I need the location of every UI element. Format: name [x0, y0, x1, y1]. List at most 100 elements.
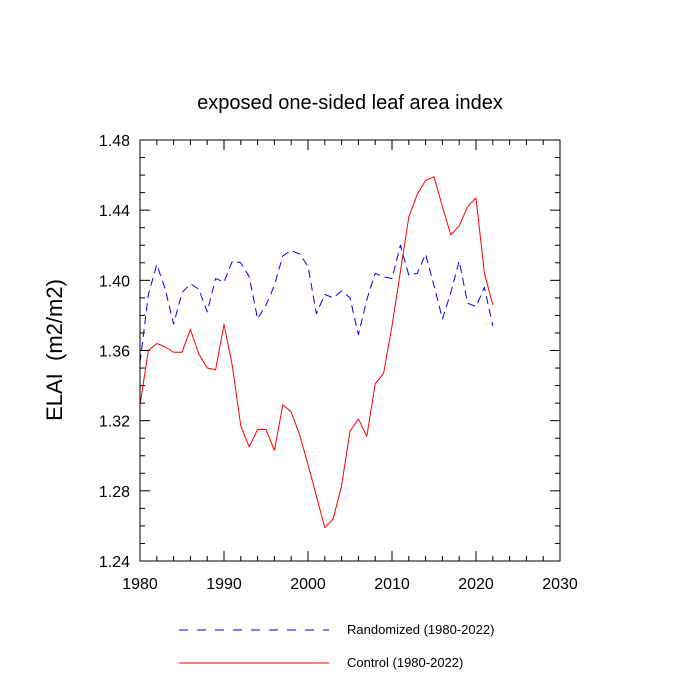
data-point: [375, 273, 376, 274]
axis-ticks: [139, 139, 561, 562]
data-point: [417, 194, 418, 195]
data-point: [265, 304, 266, 305]
legend-label-control: Control (1980-2022): [347, 655, 463, 670]
data-point: [450, 234, 451, 235]
series-lines: [139, 176, 494, 529]
data-point: [425, 253, 426, 254]
legend: Randomized (1980-2022) Control (1980-202…: [179, 622, 494, 670]
data-point: [333, 297, 334, 298]
data-point: [475, 306, 476, 307]
data-point: [433, 176, 434, 177]
data-point: [433, 285, 434, 286]
data-point: [198, 289, 199, 290]
y-tick-label: 1.24: [99, 554, 130, 571]
data-point: [291, 411, 292, 412]
data-point: [249, 276, 250, 277]
data-point: [307, 464, 308, 465]
data-point: [383, 276, 384, 277]
data-point: [223, 281, 224, 282]
data-point: [459, 260, 460, 261]
data-point: [198, 353, 199, 354]
data-point: [442, 206, 443, 207]
data-point: [207, 311, 208, 312]
plot-frame: [139, 139, 561, 562]
data-point: [484, 273, 485, 274]
data-point: [467, 206, 468, 207]
data-point: [366, 436, 367, 437]
data-point: [173, 352, 174, 353]
data-point: [240, 425, 241, 426]
data-point: [316, 495, 317, 496]
y-tick-label: 1.44: [99, 203, 130, 220]
data-point: [358, 418, 359, 419]
legend-label-randomized: Randomized (1980-2022): [347, 622, 494, 637]
x-tick-label: 2010: [374, 576, 410, 593]
x-tick-label: 1990: [206, 576, 242, 593]
data-point: [148, 350, 149, 351]
x-tick-label: 2000: [290, 576, 326, 593]
data-point: [232, 260, 233, 261]
data-point: [299, 434, 300, 435]
data-point: [391, 278, 392, 279]
data-point: [156, 264, 157, 265]
data-point: [349, 431, 350, 432]
data-point: [307, 266, 308, 267]
data-point: [207, 367, 208, 368]
data-point: [375, 383, 376, 384]
data-point: [249, 446, 250, 447]
y-axis-label: ELAI (m2/m2): [42, 279, 67, 421]
data-point: [492, 304, 493, 305]
data-point: [408, 217, 409, 218]
data-point: [274, 285, 275, 286]
y-tick-label: 1.32: [99, 414, 130, 431]
data-point: [240, 262, 241, 263]
y-tick-label: 1.36: [99, 344, 130, 361]
data-point: [265, 429, 266, 430]
data-point: [442, 318, 443, 319]
x-tick-label: 2030: [542, 576, 578, 593]
data-point: [291, 250, 292, 251]
data-point: [417, 273, 418, 274]
data-point: [459, 225, 460, 226]
data-point: [450, 292, 451, 293]
data-point: [165, 289, 166, 290]
data-point: [425, 180, 426, 181]
series-line-control: [139, 176, 494, 529]
series-line-randomized: [139, 244, 494, 363]
data-point: [165, 346, 166, 347]
data-point: [181, 352, 182, 353]
data-point: [282, 255, 283, 256]
data-point: [400, 271, 401, 272]
data-point: [274, 450, 275, 451]
data-point: [324, 294, 325, 295]
data-point: [190, 283, 191, 284]
data-point: [383, 373, 384, 374]
x-tick-labels: 1980 1990 2000 2010 2020 2030: [122, 576, 578, 593]
data-point: [257, 318, 258, 319]
y-tick-labels: 1.24 1.28 1.32 1.36 1.40 1.44 1.48: [99, 133, 130, 571]
data-point: [366, 299, 367, 300]
data-point: [408, 274, 409, 275]
data-point: [467, 303, 468, 304]
data-point: [190, 329, 191, 330]
data-point: [333, 518, 334, 519]
x-tick-label: 2020: [458, 576, 494, 593]
data-point: [232, 366, 233, 367]
data-point: [156, 343, 157, 344]
data-point: [341, 290, 342, 291]
y-tick-label: 1.40: [99, 273, 130, 290]
data-point: [215, 278, 216, 279]
data-point: [257, 429, 258, 430]
data-point: [148, 294, 149, 295]
data-point: [282, 404, 283, 405]
data-point: [299, 253, 300, 254]
data-point: [400, 245, 401, 246]
data-point: [324, 527, 325, 528]
data-point: [215, 369, 216, 370]
data-point: [475, 197, 476, 198]
data-point: [358, 334, 359, 335]
data-point: [181, 292, 182, 293]
data-point: [484, 287, 485, 288]
y-tick-label: 1.48: [99, 133, 130, 150]
